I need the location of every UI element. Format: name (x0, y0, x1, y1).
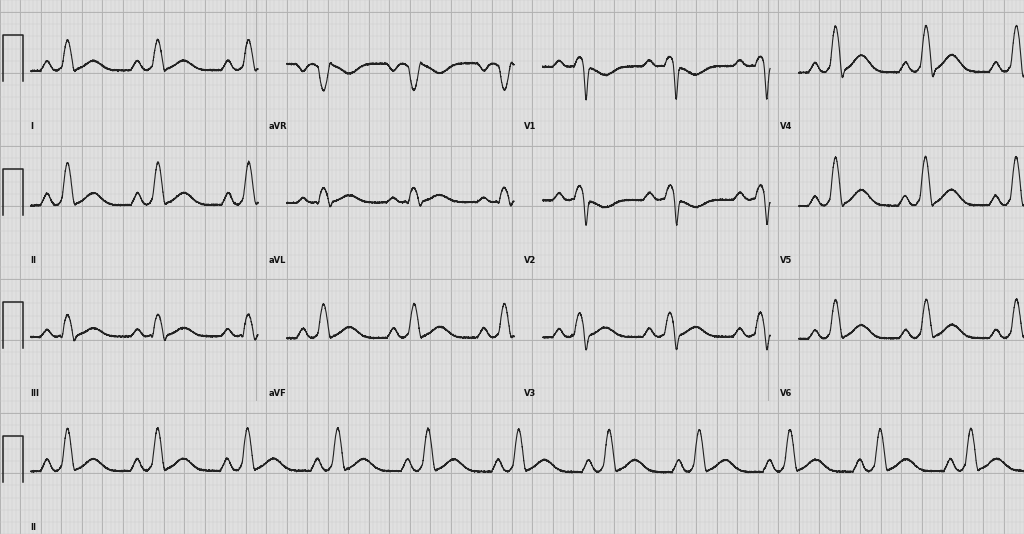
Text: V2: V2 (524, 256, 537, 264)
Text: V3: V3 (524, 389, 537, 398)
Text: I: I (31, 122, 34, 131)
Text: V5: V5 (780, 256, 793, 264)
Text: aVF: aVF (268, 389, 286, 398)
Text: V1: V1 (524, 122, 537, 131)
Text: aVL: aVL (268, 256, 286, 264)
Text: III: III (31, 389, 40, 398)
Text: II: II (31, 523, 37, 531)
Text: aVR: aVR (268, 122, 287, 131)
Text: V4: V4 (780, 122, 793, 131)
Text: V6: V6 (780, 389, 793, 398)
Text: II: II (31, 256, 37, 264)
